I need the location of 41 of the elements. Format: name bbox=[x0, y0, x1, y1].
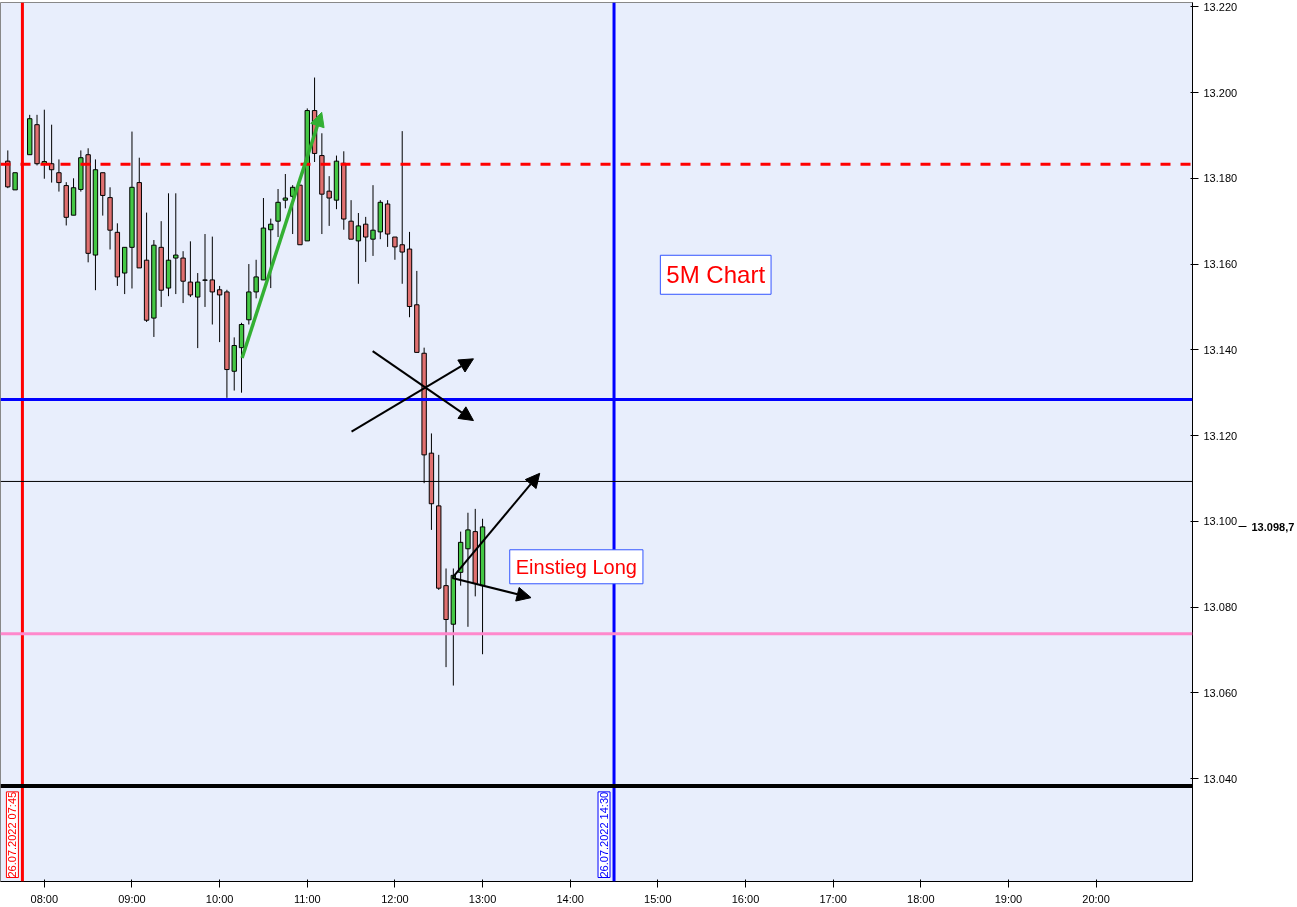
annotation: Einstieg Long bbox=[515, 555, 637, 578]
candlestick bbox=[100, 172, 106, 217]
x-tick-label: 20:00 bbox=[1082, 892, 1110, 905]
y-tick-label: 13.200 bbox=[1203, 86, 1238, 99]
candlestick bbox=[216, 285, 223, 343]
text: 13.098,7 bbox=[1251, 520, 1295, 533]
y-tick-label: 13.040 bbox=[1203, 772, 1238, 785]
annotation: 5M Chart bbox=[666, 261, 766, 289]
x-tick-label: 13:00 bbox=[468, 892, 497, 905]
candlestick bbox=[195, 272, 201, 349]
candlestick bbox=[180, 250, 186, 304]
candlestick bbox=[348, 199, 354, 240]
y-tick-label: 13.100 bbox=[1203, 515, 1238, 528]
x-tick-label: 10:00 bbox=[205, 892, 234, 905]
ref-line-label: 26.07.2022 14:30 bbox=[598, 791, 611, 878]
y-tick-label: 13.080 bbox=[1203, 601, 1238, 614]
x-tick-label: 15:00 bbox=[644, 892, 672, 905]
candlestick bbox=[282, 173, 289, 209]
candlestick bbox=[238, 322, 245, 394]
candlestick bbox=[253, 259, 259, 299]
x-tick-label: 19:00 bbox=[994, 892, 1023, 905]
x-tick-label: 17:00 bbox=[819, 892, 847, 905]
x-tick-label: 12:00 bbox=[381, 892, 409, 905]
x-tick-label: 18:00 bbox=[907, 892, 935, 905]
x-tick-label: 08:00 bbox=[30, 892, 59, 905]
candlestick bbox=[275, 188, 281, 238]
candlestick bbox=[187, 240, 194, 298]
candlestick bbox=[173, 192, 179, 295]
y-tick-label: 13.220 bbox=[1203, 0, 1238, 13]
candlestick bbox=[56, 158, 62, 193]
y-tick-label: 13.160 bbox=[1203, 258, 1238, 271]
y-tick-label: 13.140 bbox=[1203, 343, 1238, 356]
ref-line-label: 26.07.2022 07:45 bbox=[6, 791, 19, 878]
y-tick-label: 13.060 bbox=[1203, 686, 1238, 699]
y-tick-label: 13.180 bbox=[1203, 172, 1238, 185]
x-tick-label: 11:00 bbox=[293, 892, 321, 905]
y-tick-label: 13.120 bbox=[1203, 429, 1238, 442]
x-tick-label: 14:00 bbox=[556, 892, 584, 905]
candlestick bbox=[355, 212, 362, 285]
x-tick-label: 09:00 bbox=[118, 892, 146, 905]
x-tick-label: 16:00 bbox=[731, 892, 760, 905]
